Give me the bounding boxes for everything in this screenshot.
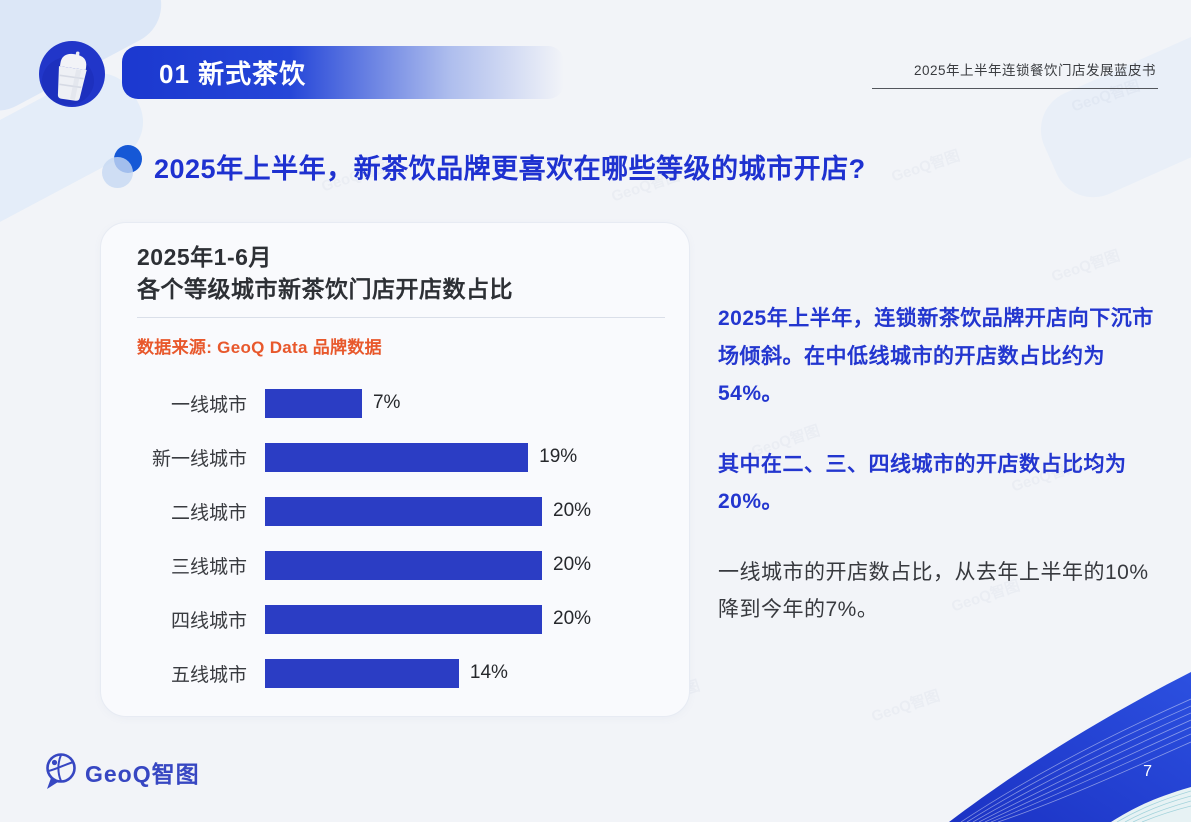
bar-category-label: 三线城市 [170, 556, 247, 578]
bar-value-label: 14% [469, 662, 508, 683]
bar [265, 658, 459, 688]
geoq-logo-text: GeoQ智图 [85, 761, 200, 787]
geoq-logo: GeoQ智图 [44, 752, 200, 792]
page-title-row: 2025年上半年，新茶饮品牌更喜欢在哪些等级的城市开店? [100, 143, 866, 189]
bar [265, 496, 542, 526]
decor-blob [1028, 20, 1191, 210]
bar-value-label: 20% [553, 500, 592, 521]
watermark: GeoQ智图 [889, 147, 963, 186]
dot-light [102, 157, 133, 188]
section-banner: 01 新式茶饮 [122, 46, 564, 99]
insight-paragraph-1: 2025年上半年，连锁新茶饮品牌开店向下沉市场倾斜。在中低线城市的开店数占比约为… [718, 307, 1154, 405]
bar [265, 550, 542, 580]
bullet-dot-icon [100, 143, 146, 189]
bar [265, 442, 529, 472]
chart-title-line2: 各个等级城市新茶饮门店开店数占比 [137, 276, 513, 302]
bar-value-label: 20% [553, 608, 592, 629]
bar-category-label: 二线城市 [170, 502, 247, 524]
watermark: GeoQ智图 [1049, 247, 1123, 286]
bar-value-label: 7% [372, 392, 401, 413]
bar-category-label: 四线城市 [170, 610, 247, 632]
chart-row: 四线城市 20% [137, 592, 689, 646]
data-source-label: 数据来源: GeoQ Data 品牌数据 [137, 338, 382, 357]
bar [265, 388, 362, 418]
tea-cup-icon [37, 39, 107, 109]
chart-row: 五线城市 14% [137, 646, 689, 700]
insight-paragraph-3: 一线城市的开店数占比，从去年上半年的10%降到今年的7%。 [718, 560, 1149, 622]
insight-column: 2025年上半年，连锁新茶饮品牌开店向下沉市场倾斜。在中低线城市的开店数占比约为… [718, 300, 1168, 629]
chart-row: 新一线城市 19% [137, 430, 689, 484]
chart-card: 2025年1-6月 各个等级城市新茶饮门店开店数占比 数据来源: GeoQ Da… [100, 222, 690, 717]
page-number: 7 [1143, 763, 1152, 780]
geoq-pin-icon [46, 753, 76, 789]
bar-value-label: 19% [539, 446, 578, 467]
bar-value-label: 20% [553, 554, 592, 575]
chart-row: 二线城市 20% [137, 484, 689, 538]
report-book-title: 2025年上半年连锁餐饮门店发展蓝皮书 [871, 59, 1158, 89]
bar-category-label: 五线城市 [170, 664, 247, 686]
chart-row: 一线城市 7% [137, 376, 689, 430]
bar-category-label: 一线城市 [170, 394, 247, 416]
chart-title-line1: 2025年1-6月 [137, 244, 272, 270]
page-title: 2025年上半年，新茶饮品牌更喜欢在哪些等级的城市开店? [154, 153, 866, 184]
bar [265, 604, 542, 634]
insight-paragraph-2: 其中在二、三、四线城市的开店数占比均为20%。 [718, 452, 1127, 514]
section-title: 01 新式茶饮 [159, 59, 307, 89]
chart-row: 三线城市 20% [137, 538, 689, 592]
corner-swoosh-decoration [949, 672, 1191, 822]
bar-chart: 一线城市 7% 新一线城市 19% 二线城市 20% 三线城市 20% 四线城市 20% 五线城市 1… [137, 376, 689, 700]
divider [137, 317, 665, 318]
bar-category-label: 新一线城市 [151, 448, 247, 470]
